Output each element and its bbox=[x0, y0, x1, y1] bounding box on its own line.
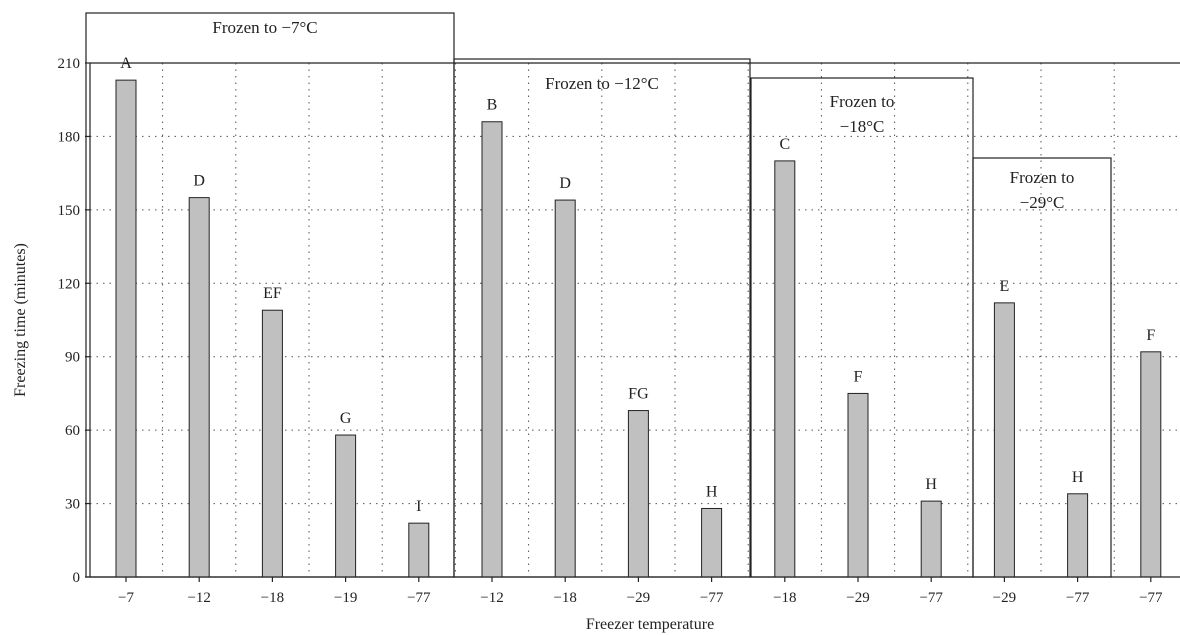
x-tick-label: −77 bbox=[407, 590, 431, 606]
x-tick-label: −18 bbox=[553, 590, 576, 606]
bar-4 bbox=[408, 522, 430, 578]
bar-10 bbox=[847, 392, 869, 578]
significance-letter: F bbox=[1146, 327, 1155, 344]
x-axis-label: Freezer temperature bbox=[586, 616, 714, 633]
x-tick-label: −12 bbox=[480, 590, 503, 606]
x-tick-label: −29 bbox=[627, 590, 650, 606]
y-tick-label: 150 bbox=[58, 203, 81, 219]
y-tick-label: 210 bbox=[58, 56, 81, 72]
bar-3 bbox=[335, 434, 357, 578]
x-tick-label: −19 bbox=[334, 590, 357, 606]
bar-13 bbox=[1067, 493, 1089, 578]
y-tick-label: 120 bbox=[58, 276, 81, 292]
group-box-3 bbox=[972, 157, 1112, 578]
x-tick-label: −29 bbox=[846, 590, 869, 606]
bar-14 bbox=[1140, 351, 1162, 578]
group-label: −18°C bbox=[840, 117, 885, 136]
bar-6 bbox=[554, 199, 576, 578]
significance-letter: A bbox=[120, 55, 132, 72]
bars: A D EF G I B D FG H C F H E H F bbox=[115, 55, 1162, 578]
bar-0 bbox=[115, 79, 137, 578]
significance-letter: H bbox=[1072, 469, 1084, 486]
bar-1 bbox=[188, 197, 210, 578]
x-tick-label: −77 bbox=[1066, 590, 1090, 606]
tick-labels: 0 30 60 90 120 150 180 210 −7 −12 −18 −19 −77 −12 −18 −… bbox=[58, 56, 1164, 606]
significance-letter: B bbox=[487, 97, 498, 114]
bar-2 bbox=[261, 309, 283, 578]
significance-letter: D bbox=[559, 175, 571, 192]
significance-letter: H bbox=[706, 483, 718, 500]
bar-9 bbox=[774, 160, 796, 578]
axes bbox=[89, 63, 1180, 578]
bar-11 bbox=[920, 500, 942, 578]
x-tick-label: −7 bbox=[118, 590, 134, 606]
x-tick-label: −18 bbox=[773, 590, 796, 606]
group-boxes: Frozen to −7°C Frozen to −12°C Frozen to −1… bbox=[85, 12, 1112, 578]
y-tick-label: 0 bbox=[73, 570, 81, 586]
bar-12 bbox=[993, 302, 1015, 578]
group-label: Frozen to −12°C bbox=[545, 74, 659, 93]
group-label: Frozen to −7°C bbox=[212, 18, 317, 37]
y-tick-label: 30 bbox=[65, 497, 80, 513]
group-label: −29°C bbox=[1020, 193, 1065, 212]
significance-letter: F bbox=[854, 368, 863, 385]
x-tick-label: −29 bbox=[993, 590, 1016, 606]
y-tick-label: 180 bbox=[58, 129, 81, 145]
x-tick-label: −77 bbox=[919, 590, 943, 606]
x-tick-label: −77 bbox=[1139, 590, 1163, 606]
significance-letter: EF bbox=[263, 285, 282, 302]
x-tick-label: −12 bbox=[187, 590, 210, 606]
bar-8 bbox=[701, 507, 723, 578]
significance-letter: D bbox=[193, 173, 205, 190]
group-label: Frozen to bbox=[830, 92, 895, 111]
y-tick-label: 90 bbox=[65, 350, 80, 366]
group-label: Frozen to bbox=[1010, 168, 1075, 187]
gridlines bbox=[90, 62, 1180, 577]
significance-letter: E bbox=[1000, 278, 1010, 295]
significance-letter: FG bbox=[628, 386, 649, 403]
significance-letter: G bbox=[340, 410, 352, 427]
bar-5 bbox=[481, 121, 503, 578]
y-axis-label: Freezing time (minutes) bbox=[12, 243, 29, 397]
bar-7 bbox=[627, 410, 649, 578]
x-tick-label: −77 bbox=[700, 590, 724, 606]
x-tick-label: −18 bbox=[261, 590, 284, 606]
significance-letter: C bbox=[779, 136, 790, 153]
significance-letter: H bbox=[925, 476, 937, 493]
y-tick-label: 60 bbox=[65, 423, 80, 439]
significance-letter: I bbox=[416, 498, 421, 515]
